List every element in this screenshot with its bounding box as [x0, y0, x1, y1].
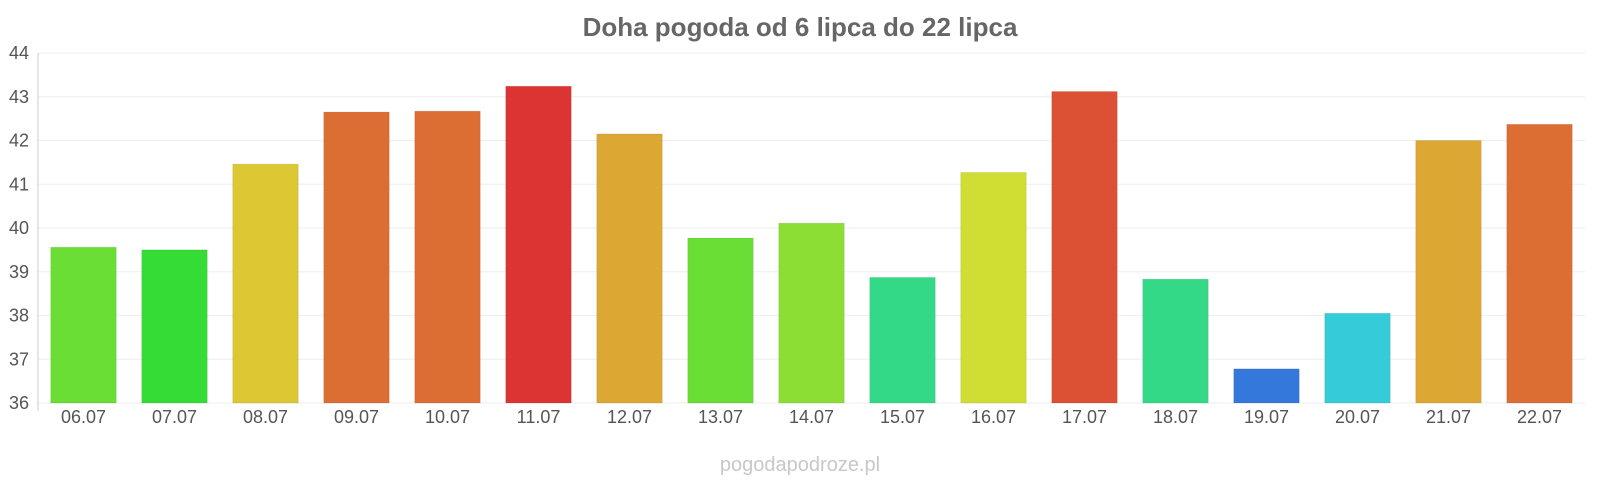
y-tick-label: 38 — [9, 306, 29, 326]
x-tick-label: 22.07 — [1517, 407, 1562, 427]
bar-14.07 — [778, 222, 845, 404]
x-tick-label: 10.07 — [425, 407, 470, 427]
watermark: pogodapodroze.pl — [720, 454, 880, 476]
x-tick-label: 11.07 — [517, 407, 561, 427]
x-tick-label: 14.07 — [789, 407, 834, 427]
bars — [50, 85, 1573, 404]
bar-17.07 — [1051, 91, 1118, 404]
bar-06.07 — [50, 246, 117, 404]
x-tick-label: 12.07 — [607, 407, 652, 427]
x-tick-label: 08.07 — [243, 407, 288, 427]
bar-13.07 — [687, 237, 754, 404]
y-tick-label: 44 — [9, 43, 29, 63]
bar-19.07 — [1233, 368, 1300, 404]
bar-11.07 — [505, 85, 572, 404]
y-tick-label: 41 — [9, 174, 29, 194]
y-tick-label: 42 — [9, 131, 29, 151]
bar-18.07 — [1142, 278, 1209, 404]
bar-10.07 — [414, 110, 481, 404]
x-tick-label: 13.07 — [698, 407, 743, 427]
y-tick-label: 36 — [9, 393, 29, 413]
bar-07.07 — [141, 249, 208, 404]
x-tick-label: 17.07 — [1062, 407, 1107, 427]
x-tick-label: 15.07 — [880, 407, 925, 427]
y-tick-label: 43 — [9, 87, 29, 107]
bar-20.07 — [1324, 312, 1391, 404]
bar-08.07 — [232, 163, 299, 404]
bar-09.07 — [323, 111, 390, 404]
x-tick-label: 20.07 — [1335, 407, 1380, 427]
x-tick-label: 06.07 — [61, 407, 106, 427]
y-tick-label: 39 — [9, 262, 29, 282]
x-tick-label: 19.07 — [1244, 407, 1289, 427]
x-tick-label: 18.07 — [1153, 407, 1198, 427]
x-tick-label: 16.07 — [971, 407, 1016, 427]
y-tick-label: 37 — [9, 349, 29, 369]
bar-22.07 — [1506, 123, 1573, 404]
bar-12.07 — [596, 133, 663, 404]
x-tick-label: 07.07 — [152, 407, 197, 427]
x-axis-ticks: 06.07 07.07 08.07 09.07 10.07 11.07 12.07 13.07… — [61, 407, 1562, 427]
x-tick-label: 09.07 — [334, 407, 379, 427]
y-tick-label: 40 — [9, 218, 29, 238]
chart-title: Doha pogoda od 6 lipca do 22 lipca — [583, 12, 1018, 42]
bar-15.07 — [869, 276, 936, 404]
bar-16.07 — [960, 171, 1027, 404]
y-axis-ticks: 36 37 38 39 40 41 42 43 44 — [9, 43, 29, 413]
bar-21.07 — [1415, 140, 1482, 404]
x-tick-label: 21.07 — [1426, 407, 1471, 427]
